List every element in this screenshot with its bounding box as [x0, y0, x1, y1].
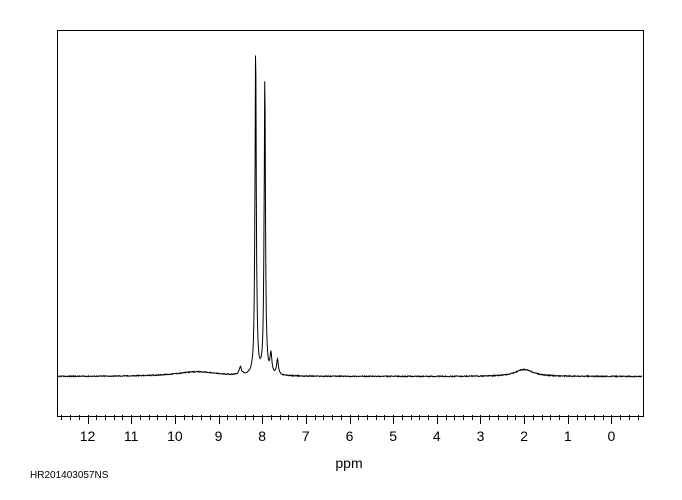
x-minor-tick: [402, 415, 403, 420]
x-minor-tick: [140, 415, 141, 420]
x-minor-tick: [236, 415, 237, 420]
x-major-tick: [568, 415, 569, 424]
x-minor-tick: [122, 415, 123, 420]
x-minor-tick: [472, 415, 473, 420]
x-minor-tick: [341, 415, 342, 420]
x-minor-tick: [384, 415, 385, 420]
x-minor-tick: [376, 415, 377, 420]
x-minor-tick: [323, 415, 324, 420]
x-minor-tick: [149, 415, 150, 420]
x-tick-label: 4: [433, 428, 441, 444]
x-major-tick: [611, 415, 612, 424]
x-minor-tick: [428, 415, 429, 420]
x-tick-label: 1: [564, 428, 572, 444]
x-tick-label: 6: [346, 428, 354, 444]
x-tick-label: 3: [477, 428, 485, 444]
x-minor-tick: [315, 415, 316, 420]
x-major-tick: [437, 415, 438, 424]
x-minor-tick: [594, 415, 595, 420]
x-tick-label: 10: [167, 428, 183, 444]
x-minor-tick: [542, 415, 543, 420]
x-minor-tick: [603, 415, 604, 420]
x-minor-tick: [245, 415, 246, 420]
x-minor-tick: [638, 415, 639, 420]
x-minor-tick: [559, 415, 560, 420]
x-tick-label: 9: [215, 428, 223, 444]
x-minor-tick: [498, 415, 499, 420]
x-minor-tick: [227, 415, 228, 420]
x-minor-tick: [280, 415, 281, 420]
x-minor-tick: [419, 415, 420, 420]
x-minor-tick: [629, 415, 630, 420]
x-tick-label: 11: [124, 428, 139, 444]
x-major-tick: [219, 415, 220, 424]
x-minor-tick: [157, 415, 158, 420]
x-minor-tick: [332, 415, 333, 420]
spectrum-line: [57, 30, 642, 415]
x-minor-tick: [463, 415, 464, 420]
x-minor-tick: [577, 415, 578, 420]
x-major-tick: [524, 415, 525, 424]
x-minor-tick: [70, 415, 71, 420]
x-major-tick: [88, 415, 89, 424]
x-major-tick: [306, 415, 307, 424]
x-tick-label: 0: [608, 428, 616, 444]
x-minor-tick: [114, 415, 115, 420]
x-minor-tick: [367, 415, 368, 420]
x-minor-tick: [79, 415, 80, 420]
x-minor-tick: [454, 415, 455, 420]
x-major-tick: [262, 415, 263, 424]
x-minor-tick: [210, 415, 211, 420]
nmr-spectrum-chart: { "chart": { "type": "line", "plot_area"…: [0, 0, 682, 500]
x-tick-label: 2: [520, 428, 528, 444]
x-minor-tick: [550, 415, 551, 420]
x-major-tick: [393, 415, 394, 424]
x-minor-tick: [166, 415, 167, 420]
x-minor-tick: [533, 415, 534, 420]
x-major-tick: [350, 415, 351, 424]
x-minor-tick: [96, 415, 97, 420]
x-tick-label: 7: [302, 428, 310, 444]
x-major-tick: [175, 415, 176, 424]
x-minor-tick: [507, 415, 508, 420]
x-minor-tick: [184, 415, 185, 420]
x-minor-tick: [620, 415, 621, 420]
x-minor-tick: [358, 415, 359, 420]
x-tick-label: 12: [80, 428, 96, 444]
x-tick-label: 8: [258, 428, 266, 444]
x-minor-tick: [288, 415, 289, 420]
x-minor-tick: [585, 415, 586, 420]
x-minor-tick: [297, 415, 298, 420]
x-minor-tick: [515, 415, 516, 420]
x-axis-label: ppm: [335, 455, 362, 471]
footer-code: HR201403057NS: [30, 470, 108, 481]
x-minor-tick: [201, 415, 202, 420]
x-major-tick: [131, 415, 132, 424]
x-minor-tick: [61, 415, 62, 420]
x-major-tick: [480, 415, 481, 424]
x-minor-tick: [271, 415, 272, 420]
x-minor-tick: [489, 415, 490, 420]
x-minor-tick: [446, 415, 447, 420]
x-minor-tick: [192, 415, 193, 420]
x-minor-tick: [105, 415, 106, 420]
x-minor-tick: [253, 415, 254, 420]
x-tick-label: 5: [389, 428, 397, 444]
x-minor-tick: [411, 415, 412, 420]
